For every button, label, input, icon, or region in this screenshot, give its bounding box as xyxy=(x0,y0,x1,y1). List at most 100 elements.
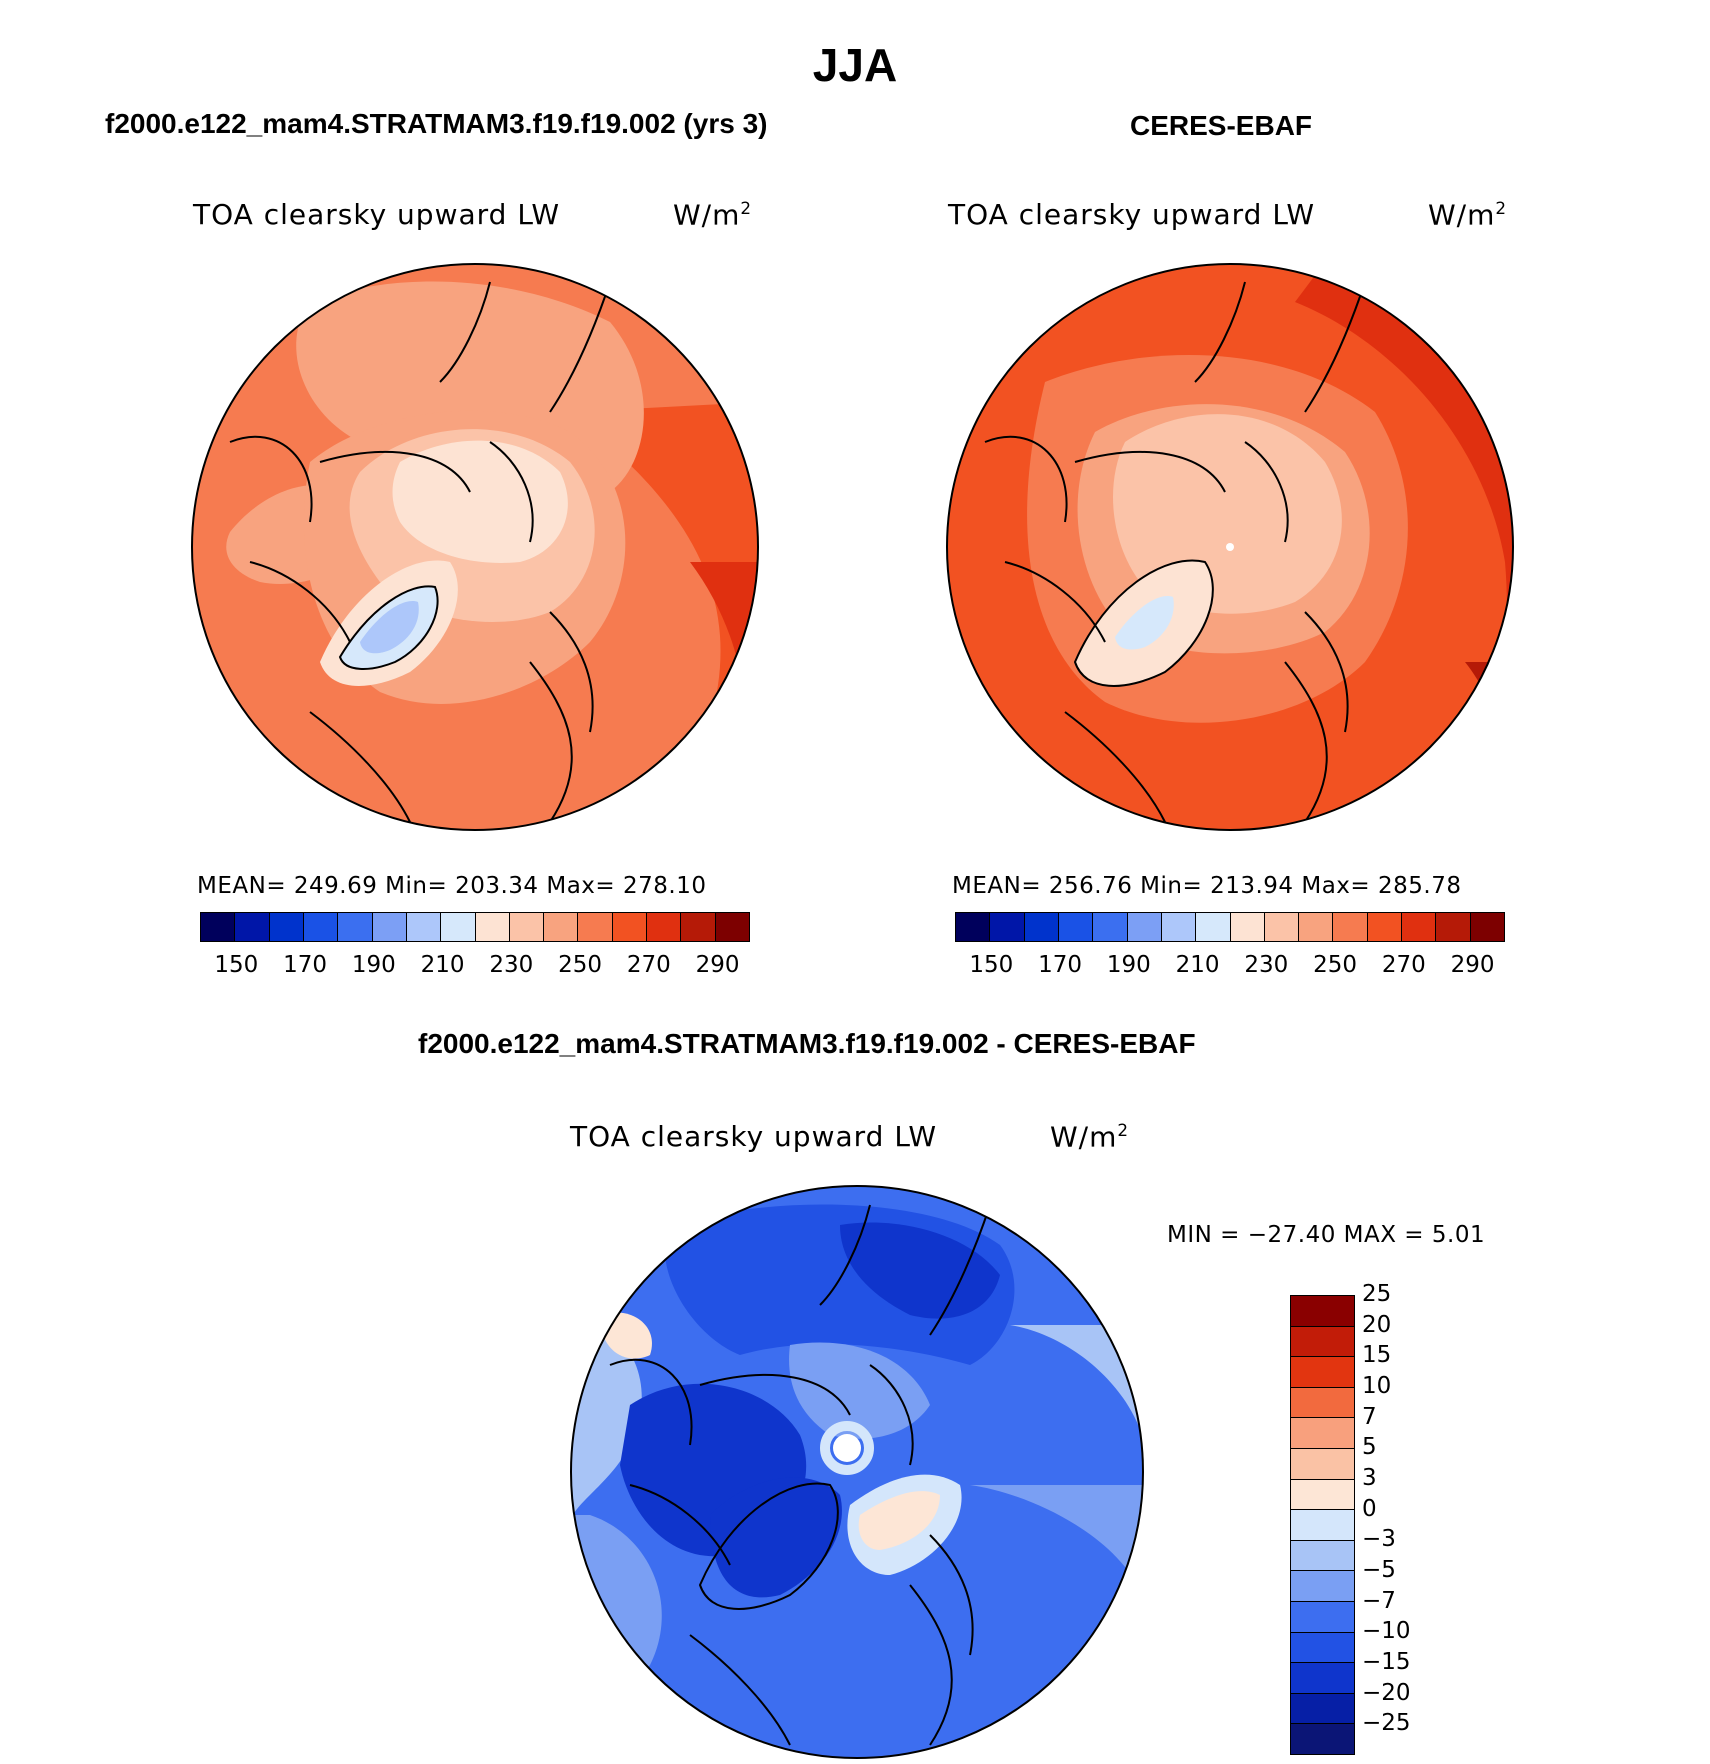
colorbar-cell xyxy=(1024,913,1059,941)
colorbar-tick-label: 230 xyxy=(1244,952,1289,978)
colorbar-tick-label: 290 xyxy=(1450,952,1495,978)
colorbar-cell xyxy=(578,913,613,941)
model-colorbar-ticks: 150 170 190 210 230 250 270 290 xyxy=(200,952,750,982)
colorbar-tick-label: 190 xyxy=(351,952,396,978)
colorbar-cell xyxy=(1291,1356,1354,1387)
colorbar-cell xyxy=(509,913,545,941)
colorbar-tick-label: 290 xyxy=(695,952,740,978)
colorbar-tick-label: 250 xyxy=(1313,952,1358,978)
diff-variable-label: TOA clearsky upward LW xyxy=(570,1120,938,1153)
colorbar-cell xyxy=(1291,1296,1354,1326)
colorbar-cell xyxy=(1291,1539,1354,1571)
colorbar-cell xyxy=(990,913,1025,941)
model-colorbar xyxy=(200,912,750,942)
colorbar-tick-label: 150 xyxy=(969,952,1014,978)
colorbar-cell xyxy=(1299,913,1334,941)
colorbar-cell xyxy=(269,913,304,941)
colorbar-cell xyxy=(475,913,510,941)
colorbar-cell xyxy=(956,913,991,941)
obs-polar-map xyxy=(946,263,1514,831)
colorbar-tick-label: 170 xyxy=(283,952,328,978)
colorbar-tick-label: 10 xyxy=(1362,1373,1392,1399)
colorbar-cell xyxy=(1291,1723,1354,1754)
colorbar-cell xyxy=(1333,913,1368,941)
diff-units-label: W/m2 xyxy=(1050,1120,1130,1154)
colorbar-cell xyxy=(1291,1631,1354,1663)
colorbar-cell xyxy=(1093,913,1128,941)
model-stats: MEAN= 249.69 Min= 203.34 Max= 278.10 xyxy=(197,873,707,899)
colorbar-cell xyxy=(1291,1478,1354,1510)
colorbar-cell xyxy=(681,913,716,941)
colorbar-cell xyxy=(1291,1386,1354,1418)
colorbar-tick-label: −10 xyxy=(1362,1618,1411,1645)
colorbar-cell xyxy=(1291,1325,1354,1357)
colorbar-tick-label: 270 xyxy=(1381,952,1426,978)
obs-panel-title: CERES-EBAF xyxy=(1130,110,1313,141)
obs-units-label: W/m2 xyxy=(1428,198,1508,232)
colorbar-tick-label: 250 xyxy=(558,952,603,978)
colorbar-tick-label: −5 xyxy=(1362,1557,1396,1583)
obs-colorbar xyxy=(955,912,1505,942)
colorbar-tick-label: 230 xyxy=(489,952,534,978)
colorbar-tick-label: −15 xyxy=(1362,1649,1411,1675)
figure-title: JJA xyxy=(812,39,898,91)
colorbar-cell xyxy=(1402,913,1437,941)
colorbar-tick-label: −25 xyxy=(1362,1710,1411,1737)
colorbar-cell xyxy=(1470,913,1504,941)
colorbar-tick-label: 15 xyxy=(1362,1342,1392,1369)
colorbar-tick-label: −3 xyxy=(1362,1526,1396,1553)
colorbar-tick-label: 5 xyxy=(1362,1434,1377,1461)
diff-polar-map xyxy=(570,1185,1144,1759)
colorbar-cell xyxy=(1196,913,1231,941)
model-panel-title: f2000.e122_mam4.STRATMAM3.f19.f19.002 (y… xyxy=(105,108,768,139)
colorbar-tick-label: 25 xyxy=(1362,1281,1392,1307)
colorbar-cell xyxy=(1436,913,1471,941)
colorbar-tick-label: 270 xyxy=(626,952,671,978)
colorbar-cell xyxy=(1058,913,1094,941)
colorbar-tick-label: −20 xyxy=(1362,1679,1411,1706)
diff-colorbar-ticks: −25 −20 −15 −10 −7 −5 −3 0 3 5 7 10 15 20 25 xyxy=(1362,1281,1442,1755)
model-units-label: W/m2 xyxy=(673,198,753,232)
colorbar-cell xyxy=(406,913,442,941)
diff-panel-title: f2000.e122_mam4.STRATMAM3.f19.f19.002 - … xyxy=(418,1028,1196,1059)
colorbar-cell xyxy=(1161,913,1197,941)
colorbar-tick-label: 150 xyxy=(214,952,259,978)
colorbar-tick-label: −7 xyxy=(1362,1587,1396,1614)
colorbar-cell xyxy=(647,913,682,941)
obs-colorbar-ticks: 150 170 190 210 230 250 270 290 xyxy=(955,952,1505,982)
diff-colorbar xyxy=(1290,1295,1355,1755)
colorbar-cell xyxy=(1230,913,1265,941)
colorbar-cell xyxy=(372,913,407,941)
colorbar-cell xyxy=(612,913,648,941)
colorbar-cell xyxy=(1127,913,1162,941)
colorbar-cell xyxy=(1291,1509,1354,1540)
model-variable-label: TOA clearsky upward LW xyxy=(193,198,561,231)
model-polar-map xyxy=(191,263,759,831)
colorbar-tick-label: 190 xyxy=(1106,952,1151,978)
colorbar-cell xyxy=(1367,913,1403,941)
colorbar-cell xyxy=(441,913,476,941)
colorbar-cell xyxy=(1291,1601,1354,1632)
colorbar-cell xyxy=(1291,1417,1354,1449)
colorbar-cell xyxy=(303,913,339,941)
colorbar-tick-label: 20 xyxy=(1362,1311,1392,1338)
colorbar-cell xyxy=(338,913,373,941)
colorbar-cell xyxy=(544,913,579,941)
colorbar-cell xyxy=(715,913,749,941)
colorbar-cell xyxy=(1291,1448,1354,1479)
colorbar-tick-label: 3 xyxy=(1362,1465,1377,1491)
colorbar-cell xyxy=(1291,1570,1354,1602)
colorbar-cell xyxy=(235,913,270,941)
colorbar-tick-label: 210 xyxy=(420,952,465,978)
colorbar-cell xyxy=(201,913,236,941)
colorbar-tick-label: 170 xyxy=(1038,952,1083,978)
colorbar-cell xyxy=(1291,1662,1354,1693)
colorbar-cell xyxy=(1264,913,1300,941)
diff-stats: MIN = −27.40 MAX = 5.01 xyxy=(1167,1222,1486,1248)
obs-variable-label: TOA clearsky upward LW xyxy=(948,198,1316,231)
colorbar-tick-label: 7 xyxy=(1362,1403,1377,1430)
colorbar-tick-label: 0 xyxy=(1362,1495,1377,1522)
colorbar-tick-label: 210 xyxy=(1175,952,1220,978)
obs-stats: MEAN= 256.76 Min= 213.94 Max= 285.78 xyxy=(952,873,1462,899)
colorbar-cell xyxy=(1291,1692,1354,1724)
